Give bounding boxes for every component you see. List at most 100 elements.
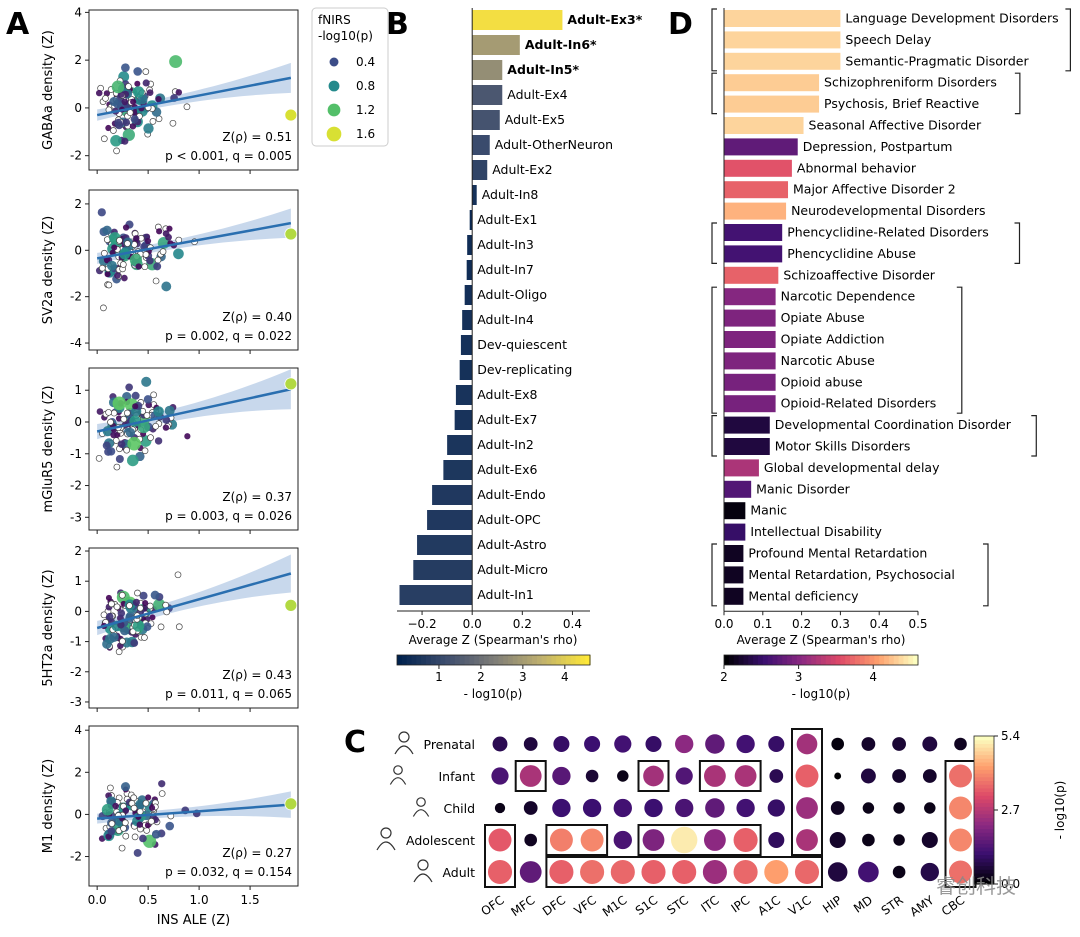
colorbar-segment xyxy=(425,655,432,665)
scatter-point xyxy=(129,628,137,635)
colorbar-segment xyxy=(507,655,514,665)
y-tick-label: 0 xyxy=(74,604,82,618)
scatter-point xyxy=(173,248,184,260)
scatter-point xyxy=(117,440,126,448)
bar xyxy=(724,309,776,327)
scatter-point xyxy=(132,403,139,410)
scatter-point xyxy=(120,782,131,792)
colorbar-segment xyxy=(974,861,994,867)
column-label: VFC xyxy=(572,893,599,918)
y-tick-label: -3 xyxy=(70,695,82,709)
bar-label: Manic Disorder xyxy=(756,481,850,496)
bar xyxy=(724,159,792,177)
colorbar-segment xyxy=(570,655,577,665)
colorbar-segment xyxy=(556,655,562,665)
bar-label: Adult-In3 xyxy=(477,237,534,252)
x-tick-label: 0.5 xyxy=(908,617,927,631)
scatter-point xyxy=(116,237,123,244)
significance-box xyxy=(545,824,609,856)
scatter-point xyxy=(119,637,126,645)
stat-rho: Z(ρ) = 0.27 xyxy=(222,846,292,860)
heatmap-dot xyxy=(613,830,632,850)
x-tick-label: 0.0 xyxy=(463,617,482,631)
heatmap-dot xyxy=(922,736,938,752)
scatter-point xyxy=(135,263,142,270)
legend-swatch xyxy=(329,57,339,67)
heatmap-dot xyxy=(862,833,875,847)
colorbar-segment xyxy=(445,655,451,665)
scatter-point xyxy=(109,632,119,643)
colorbar-segment xyxy=(974,773,994,778)
scatter-point xyxy=(107,418,114,426)
heatmap-dot xyxy=(796,733,818,755)
bar xyxy=(462,310,473,330)
y-tick-label: -4 xyxy=(70,336,82,350)
colorbar-segment xyxy=(459,655,466,665)
colorbar-segment xyxy=(733,655,740,665)
colorbar-tick-label: 3 xyxy=(795,670,803,684)
heatmap-dot xyxy=(769,769,784,783)
bar xyxy=(472,135,490,155)
scatter-point xyxy=(106,447,116,456)
y-tick-label: 4 xyxy=(74,723,82,737)
heatmap-dot xyxy=(524,833,538,847)
bar-label: Adult-In5* xyxy=(507,62,579,77)
heatmap-dot xyxy=(672,859,697,885)
scatter-point xyxy=(105,281,113,289)
heatmap-dot xyxy=(705,798,725,818)
colorbar-segment xyxy=(974,839,994,844)
bar xyxy=(724,395,776,413)
scatter-point xyxy=(97,208,106,217)
column-label: ITC xyxy=(698,893,721,915)
x-tick-label: 0.4 xyxy=(870,617,889,631)
scatter-point xyxy=(100,135,108,143)
scatter-point xyxy=(107,784,114,792)
y-tick-label: 4 xyxy=(74,5,82,19)
heatmap-dot xyxy=(702,859,727,885)
scatter-point xyxy=(159,248,167,255)
heatmap-dot xyxy=(922,769,937,783)
scatter-point xyxy=(122,807,130,814)
heatmap-dot xyxy=(487,859,513,885)
scatter-point xyxy=(114,118,123,127)
heatmap-dot xyxy=(794,859,820,885)
bar xyxy=(724,74,820,92)
bar xyxy=(724,202,787,220)
heatmap-dot xyxy=(893,834,905,846)
colorbar-segment xyxy=(874,655,880,665)
scatter-point xyxy=(119,261,127,268)
colorbar-tick-label: 5.4 xyxy=(1001,729,1020,743)
scatter-point-highlight xyxy=(284,598,298,612)
scatter-point xyxy=(120,825,127,832)
person-icon-head xyxy=(398,731,410,743)
scatter-point xyxy=(165,233,172,241)
colorbar-segment xyxy=(536,655,543,665)
colorbar-segment xyxy=(757,655,764,665)
heatmap-dot xyxy=(733,859,758,885)
y-tick-label: 2 xyxy=(74,544,82,558)
scatter-point xyxy=(106,260,117,271)
bar-label: Intellectual Disability xyxy=(750,524,882,539)
bar xyxy=(460,335,473,355)
scatter-point xyxy=(113,463,121,471)
scatter-point xyxy=(133,235,140,242)
colorbar-segment xyxy=(850,655,856,665)
scatter-point xyxy=(143,123,154,134)
x-tick-label: 0.2 xyxy=(513,617,532,631)
bar-label: Speech Delay xyxy=(845,32,931,47)
colorbar-segment xyxy=(869,655,875,665)
stat-rho: Z(ρ) = 0.37 xyxy=(222,490,292,504)
scatter-point xyxy=(127,436,141,451)
bar-label: Schizophreniform Disorders xyxy=(824,75,997,90)
bar-label: Profound Mental Retardation xyxy=(748,546,927,561)
colorbar-segment xyxy=(767,655,774,665)
colorbar-segment xyxy=(893,655,900,665)
scatter-point xyxy=(109,97,119,107)
x-tick-label: 0.2 xyxy=(792,617,811,631)
colorbar-segment xyxy=(479,655,485,665)
regression-line xyxy=(97,803,291,820)
bar xyxy=(724,224,783,241)
bar-label: Adult-In8 xyxy=(482,187,539,202)
colorbar-tick-label: 4 xyxy=(561,670,569,684)
colorbar-segment xyxy=(974,843,994,848)
